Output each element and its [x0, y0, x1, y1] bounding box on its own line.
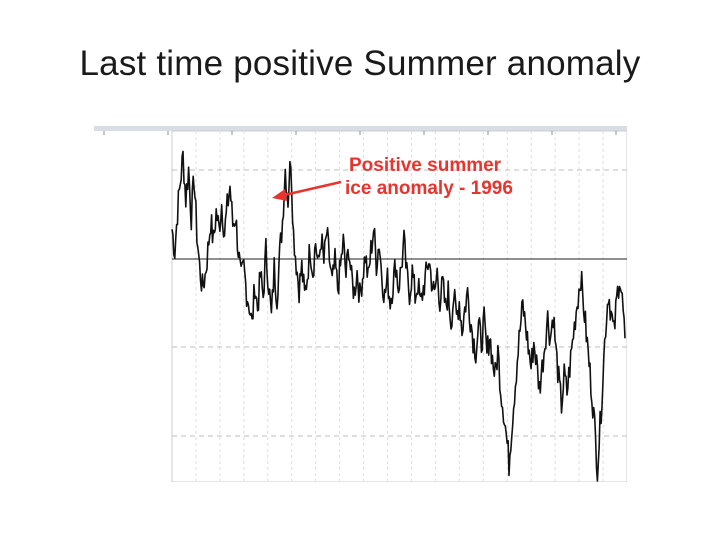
axis-ticks: [103, 131, 617, 135]
anomaly-chart: Positive summer ice anomaly - 1996: [94, 126, 627, 482]
slide-title: Last time positive Summer anomaly: [79, 44, 641, 83]
annotation-group: Positive summer ice anomaly - 1996: [272, 155, 513, 201]
series-line-ice-anomaly: [171, 150, 626, 482]
chart-panel: Positive summer ice anomaly - 1996: [94, 126, 627, 482]
annotation-arrowhead: [272, 189, 287, 201]
annotation-arrow: [279, 180, 342, 198]
annotation-text-line-1: Positive summer: [349, 155, 502, 176]
chart-top-strip: [94, 126, 627, 131]
annotation-text-line-2: ice anomaly - 1996: [345, 178, 513, 199]
grid-lines: [172, 131, 627, 482]
